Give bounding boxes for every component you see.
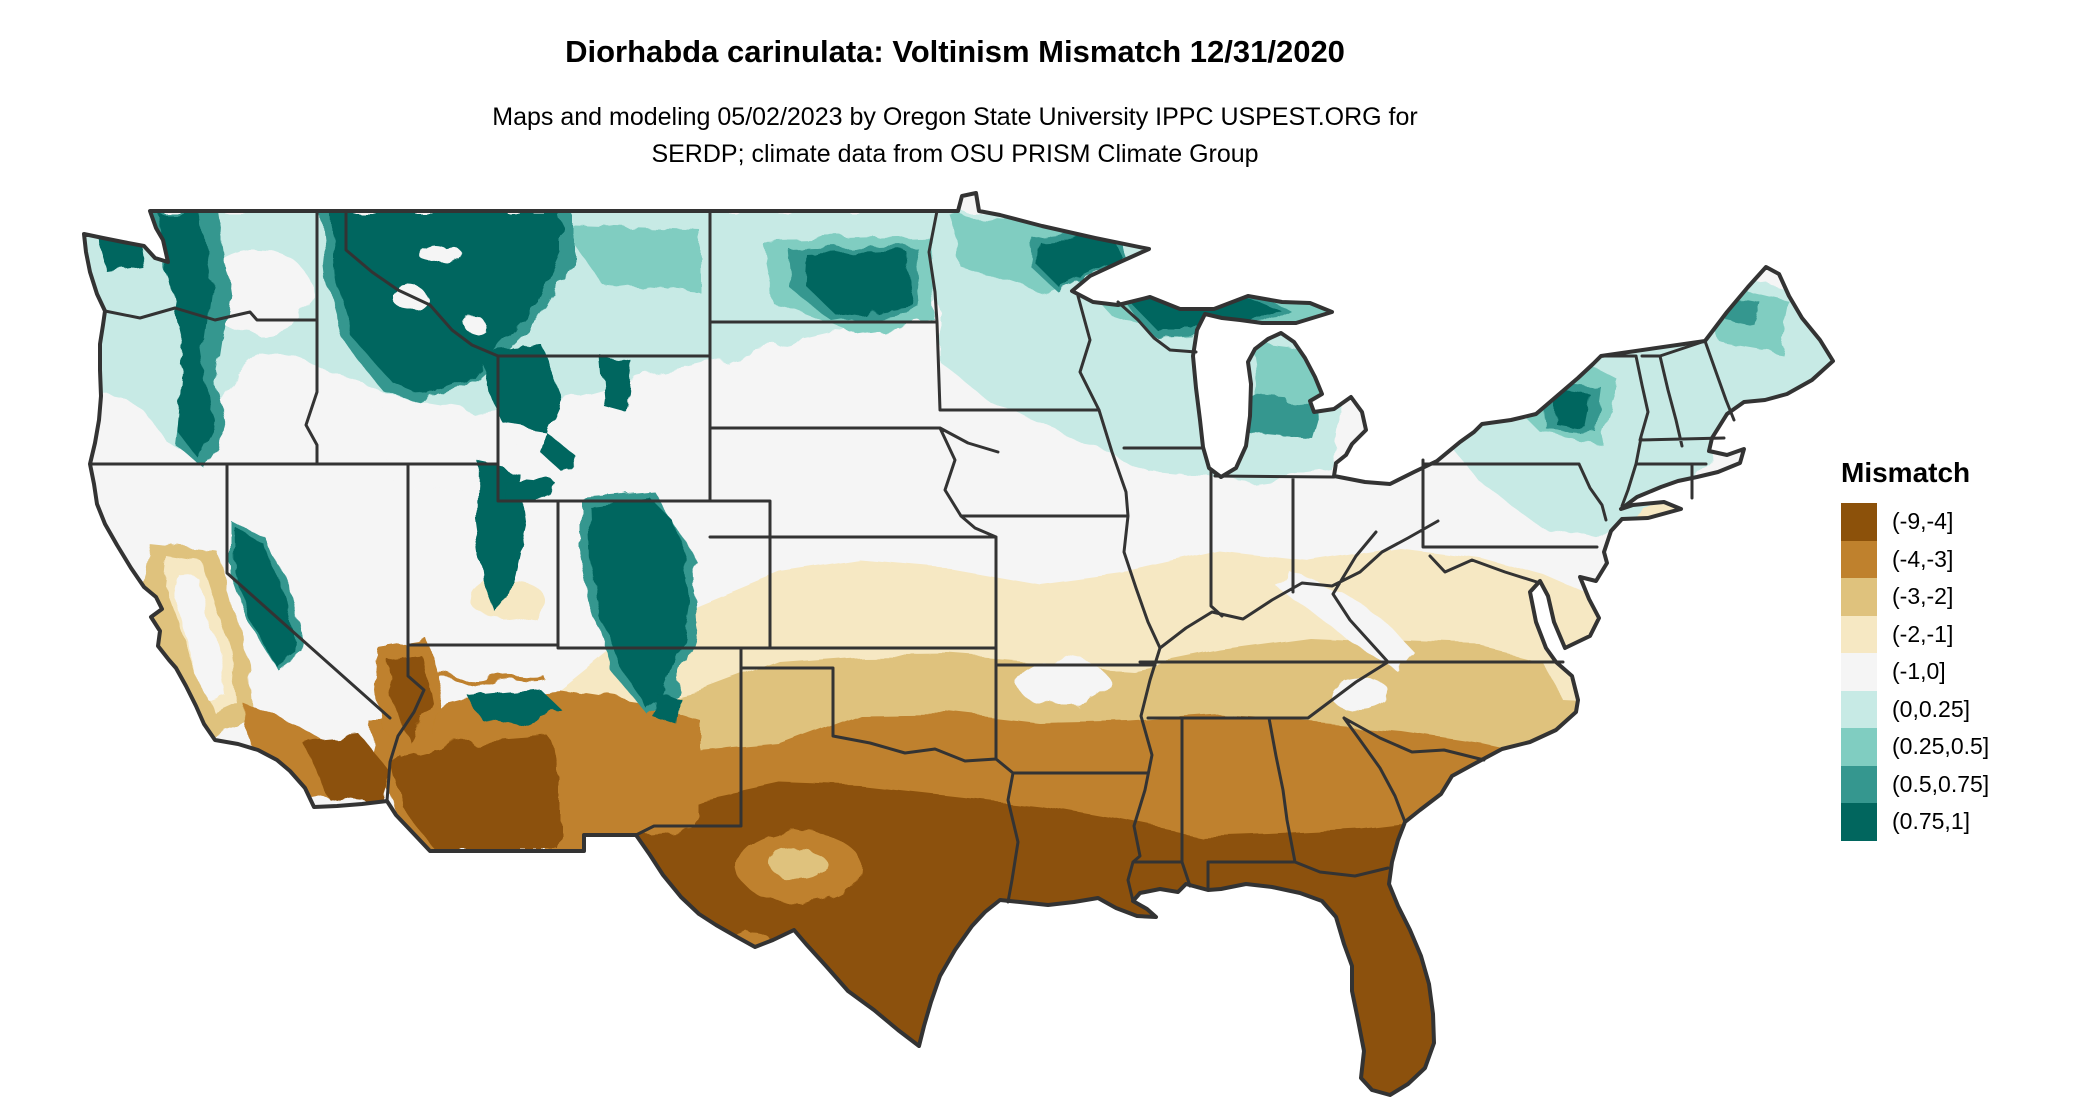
legend-swatch: [1841, 578, 1877, 616]
south-bands: [545, 548, 1833, 1095]
legend-bin: (0.75,1]: [1841, 803, 1989, 841]
dark-adirondack-core: [1553, 390, 1592, 427]
legend-bin: (-4,-3]: [1841, 540, 1989, 578]
legend-bin: (0,0.25]: [1841, 690, 1989, 728]
dark-windriver: [540, 432, 576, 472]
legend-bin: (-2,-1]: [1841, 615, 1989, 653]
legend-swatch: [1841, 540, 1877, 578]
legend-bin-label: (0,0.25]: [1892, 695, 1970, 722]
dark-yellowstone: [480, 345, 562, 432]
dark-nd-core: [806, 251, 915, 317]
blob-ca-valley-core: [172, 572, 224, 700]
legend-swatch: [1841, 615, 1877, 653]
blob-ozark-white: [1016, 658, 1108, 706]
legend-bin-label: (0.25,0.5]: [1892, 733, 1990, 760]
white-snake-plain-b: [386, 444, 490, 492]
legend-swatch: [1841, 728, 1877, 766]
legend-bin-label: (0.75,1]: [1892, 808, 1970, 835]
grand-canyon-river: [430, 672, 546, 688]
blob-socal-dark: [302, 737, 390, 806]
blob-virgin-dark: [388, 656, 430, 742]
legend-swatch: [1841, 803, 1877, 841]
legend-swatch: [1841, 653, 1877, 691]
legend-title: Mismatch: [1841, 457, 1971, 488]
blob-edwards-core: [770, 848, 826, 880]
dark-uinta: [500, 478, 556, 501]
subtitle-line-2: SERDP; climate data from OSU PRISM Clima…: [651, 140, 1259, 168]
dark-co-rockies: [588, 498, 690, 706]
legend-bin: (0.5,0.75]: [1841, 765, 1990, 803]
state-borders: [88, 209, 1736, 904]
blob-nc-mountains-white: [1330, 678, 1390, 710]
legend-bins: (-9,-4] (-4,-3] (-3,-2] (-2,-1] (-1,0] (0,0.2…: [1841, 503, 1989, 841]
dark-n-rockies: [332, 211, 560, 396]
legend-bin-label: (-4,-3]: [1892, 545, 1954, 572]
white-snake-plain-a: [302, 406, 418, 454]
blob-appalachian-white: [1278, 572, 1414, 672]
white-id-valley-c: [461, 314, 483, 330]
legend-bin: (-3,-2]: [1841, 578, 1989, 616]
legend: Mismatch (-9,-4] (-4,-3] (-3,-2] (-2,-1] (-1…: [1841, 457, 1989, 841]
west-desert-blobs: [143, 500, 1684, 960]
legend-bin-label: (0.5,0.75]: [1892, 770, 1990, 797]
dark-bighorn: [600, 356, 632, 412]
subtitle-line-1: Maps and modeling 05/02/2023 by Oregon S…: [492, 103, 1418, 131]
dark-sierra: [234, 526, 296, 666]
legend-bin: (-9,-4]: [1841, 503, 1989, 541]
page-subtitle: Maps and modeling 05/02/2023 by Oregon S…: [75, 99, 1835, 173]
dark-cascades: [158, 213, 214, 456]
legend-bin-label: (-3,-2]: [1892, 583, 1954, 610]
white-mt-valley-c: [421, 245, 449, 265]
raster-fill-layer: [84, 193, 1833, 1095]
white-wy-basin: [577, 438, 673, 502]
dark-mn-arrowhead: [1036, 235, 1121, 286]
teal3-mi-band: [1238, 398, 1322, 438]
legend-bin: (0.25,0.5]: [1841, 728, 1989, 766]
legend-bin-label: (-9,-4]: [1892, 508, 1954, 535]
legend-swatch: [1841, 503, 1877, 541]
midteal-mt: [560, 225, 700, 292]
legend-bin-label: (-2,-1]: [1892, 620, 1954, 647]
white-columbia-basin: [204, 250, 312, 334]
page-title: Diorhabda carinulata: Voltinism Mismatch…: [565, 34, 1345, 69]
dark-sangre: [652, 692, 680, 724]
blob-az-dark-core: [390, 736, 560, 851]
legend-bin-label: (-1,0]: [1892, 658, 1946, 685]
legend-swatch: [1841, 690, 1877, 728]
legend-bin: (-1,0]: [1841, 653, 1989, 691]
legend-swatch: [1841, 765, 1877, 803]
dark-mogollon: [468, 689, 562, 726]
